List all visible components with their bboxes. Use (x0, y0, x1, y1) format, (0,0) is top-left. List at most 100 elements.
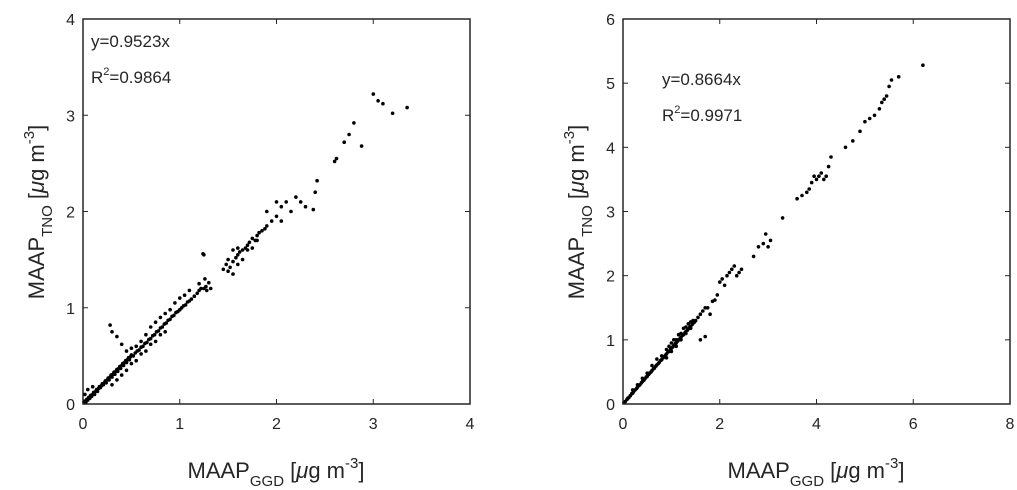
data-point (236, 262, 240, 267)
data-point (640, 376, 645, 381)
data-point (116, 369, 120, 374)
data-point (766, 245, 770, 249)
data-point (829, 155, 833, 159)
data-point (226, 269, 230, 274)
data-point (359, 144, 364, 148)
data-point (279, 204, 284, 209)
data-point (768, 238, 773, 243)
data-point (168, 317, 172, 322)
y-tick-label-right: 4 (606, 140, 615, 157)
data-point (152, 332, 157, 337)
data-point (236, 253, 240, 257)
data-point (867, 116, 872, 121)
data-point (118, 366, 123, 371)
y-tick-label-right: 1 (606, 333, 615, 350)
data-point (877, 107, 882, 111)
data-point (645, 371, 649, 376)
data-point (148, 342, 153, 347)
data-point (173, 301, 177, 305)
data-point (110, 383, 114, 387)
data-point (703, 334, 707, 339)
data-point (199, 286, 203, 291)
data-point (814, 177, 819, 182)
data-point (189, 297, 194, 301)
data-point (669, 349, 674, 354)
data-point (313, 190, 318, 194)
data-point (858, 129, 862, 134)
x-tick-label-right: 4 (812, 416, 821, 433)
data-point (269, 219, 274, 223)
data-point (265, 209, 269, 214)
data-point (231, 259, 235, 264)
y-axis-title-left: MAAPTNO [μg m-3] (21, 125, 56, 299)
data-point (231, 248, 235, 252)
data-point (129, 346, 134, 351)
data-point (160, 325, 165, 329)
data-point (228, 265, 232, 270)
data-point (203, 277, 207, 281)
data-point (247, 240, 252, 245)
data-point (390, 111, 395, 116)
data-point (701, 309, 705, 313)
data-point (650, 363, 654, 368)
data-point (110, 330, 114, 334)
data-point (708, 312, 712, 317)
data-point (110, 375, 114, 379)
data-point (732, 264, 737, 268)
data-point (664, 347, 669, 352)
data-point (780, 216, 785, 220)
data-point (250, 236, 255, 241)
data-point (713, 298, 717, 302)
data-point (240, 257, 245, 262)
data-point (684, 331, 688, 336)
data-point (234, 255, 238, 260)
data-point (715, 293, 720, 297)
data-point (257, 230, 261, 235)
data-point (245, 243, 250, 247)
data-point (664, 356, 669, 360)
data-point (718, 280, 722, 284)
data-point (720, 277, 724, 281)
x-tick-label-left: 4 (466, 416, 475, 433)
y-tick-label-right: 2 (606, 269, 615, 286)
data-point (139, 339, 143, 344)
data-point (279, 219, 284, 223)
data-point (727, 270, 732, 275)
data-point (819, 171, 824, 175)
data-point (347, 132, 351, 137)
data-point (221, 267, 226, 272)
data-point (134, 358, 138, 363)
data-point (655, 357, 659, 361)
data-point (207, 280, 211, 285)
data-point (104, 381, 108, 385)
data-point (686, 322, 691, 326)
data-point (812, 174, 816, 178)
data-point (887, 84, 891, 89)
data-point (195, 291, 199, 296)
data-point (822, 177, 826, 182)
data-point (168, 307, 172, 312)
chart-right: 0 2 4 6 8 0 1 2 3 4 5 6 y=0.8664x R2=0.9971 MAAPGGD… (561, 12, 1015, 490)
x-tick-label-right: 6 (909, 416, 918, 433)
data-point (124, 368, 129, 373)
data-point (851, 139, 855, 143)
data-point (805, 190, 809, 195)
data-point (141, 344, 145, 349)
data-point (381, 101, 385, 106)
data-point (187, 288, 192, 293)
data-point (205, 288, 209, 293)
data-point (144, 349, 148, 353)
chart-left: 0 1 2 3 4 0 1 2 3 4 y=0.9523x R2=0.9864 MAAPGGD [… (21, 12, 475, 490)
data-point (303, 204, 308, 209)
y-tick-label-right: 5 (606, 76, 615, 93)
data-point (693, 318, 698, 323)
data-point (95, 389, 100, 394)
data-point (681, 326, 686, 331)
data-point (255, 233, 259, 238)
data-point (763, 232, 768, 236)
data-point (134, 344, 138, 349)
data-point (376, 99, 380, 103)
annotation-equation-left: y=0.9523x (91, 32, 170, 51)
axis-ticks-right: 0 2 4 6 8 0 1 2 3 4 5 6 (606, 12, 1014, 433)
